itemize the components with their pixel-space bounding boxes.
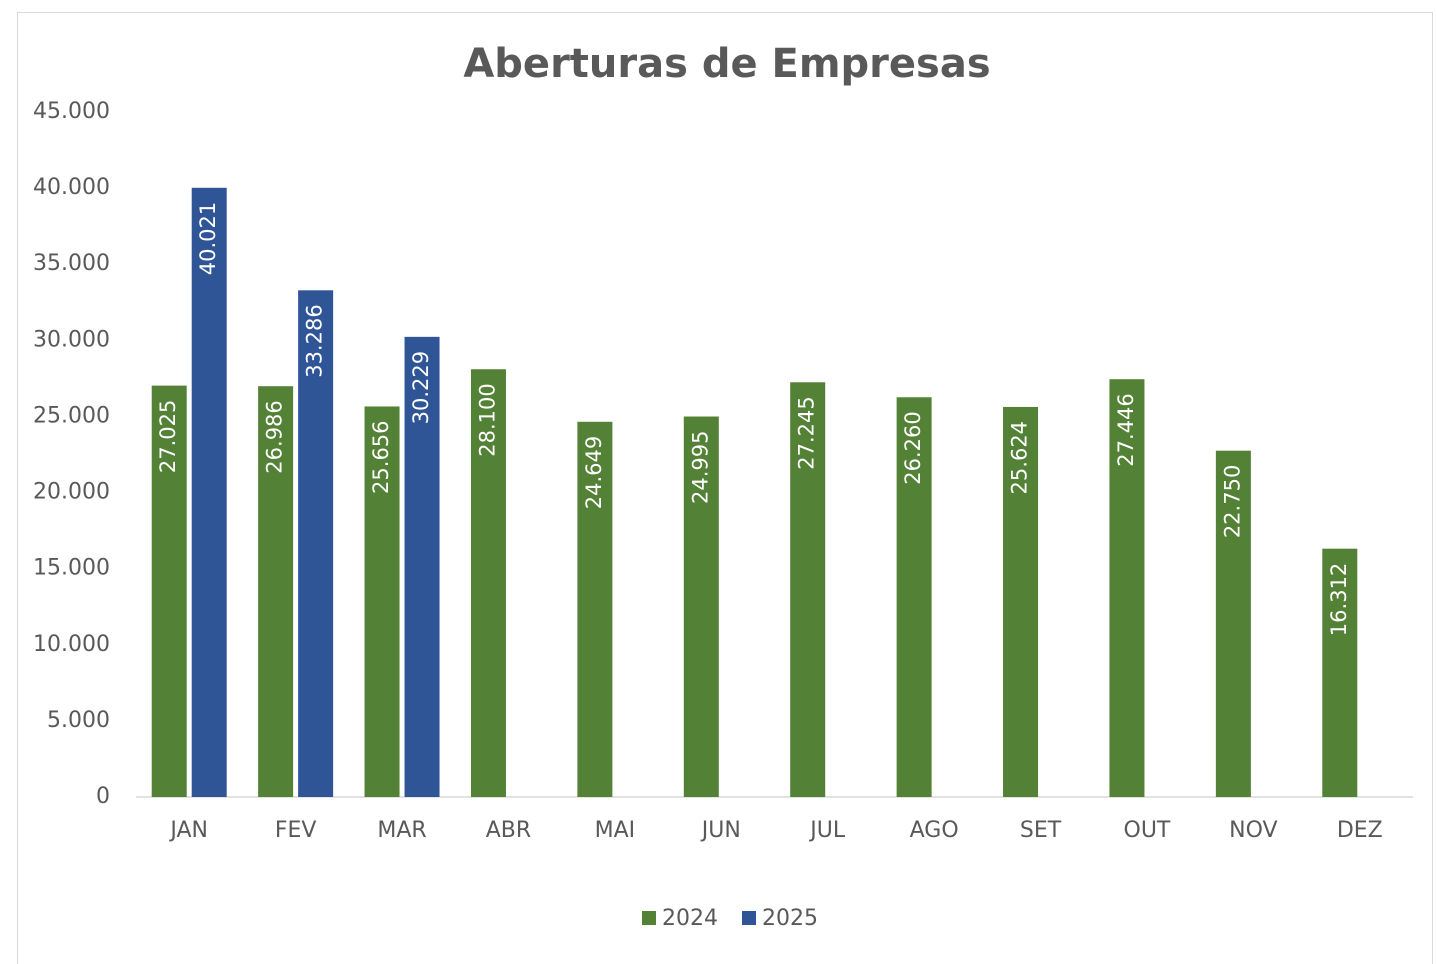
x-tick-label: MAI	[595, 818, 636, 843]
x-tick-label: SET	[1020, 818, 1062, 843]
y-tick-label: 0	[96, 784, 110, 809]
x-tick-label: DEZ	[1337, 818, 1383, 843]
value-label: 27.025	[156, 400, 180, 473]
value-label: 24.995	[688, 431, 712, 504]
legend-swatch	[642, 911, 656, 925]
y-tick-label: 45.000	[33, 99, 110, 124]
value-label: 40.021	[196, 202, 220, 275]
y-tick-label: 35.000	[33, 251, 110, 276]
bar	[1215, 450, 1251, 797]
bar	[1003, 406, 1039, 797]
bar	[364, 406, 400, 797]
x-tick-label: ABR	[486, 818, 531, 843]
y-tick-label: 15.000	[33, 556, 110, 581]
legend-label: 2024	[662, 906, 718, 931]
y-tick-label: 25.000	[33, 403, 110, 428]
value-label: 26.260	[901, 411, 925, 484]
y-tick-label: 5.000	[47, 708, 110, 733]
bar	[1322, 548, 1358, 797]
x-tick-label: JUL	[808, 818, 846, 843]
x-tick-label: FEV	[275, 818, 317, 843]
value-label: 26.986	[263, 400, 287, 473]
value-label: 27.446	[1114, 393, 1138, 466]
bar	[191, 187, 227, 797]
x-tick-label: MAR	[377, 818, 426, 843]
value-label: 16.312	[1327, 563, 1351, 636]
legend-label: 2025	[762, 906, 818, 931]
value-label: 22.750	[1220, 465, 1244, 538]
chart-frame	[17, 12, 1433, 964]
y-tick-label: 30.000	[33, 327, 110, 352]
chart-title: Aberturas de Empresas	[463, 41, 990, 87]
bar	[1109, 379, 1145, 797]
bar	[683, 416, 719, 797]
value-label: 24.649	[582, 436, 606, 509]
bar	[470, 369, 506, 797]
bar	[404, 336, 440, 797]
legend-swatch	[742, 911, 756, 925]
bar	[577, 421, 613, 797]
bar	[151, 385, 187, 797]
value-label: 28.100	[475, 383, 499, 456]
value-label: 27.245	[795, 396, 819, 469]
bar	[298, 290, 334, 797]
bar	[790, 382, 826, 797]
x-tick-label: OUT	[1124, 818, 1171, 843]
bar	[896, 397, 932, 797]
bar	[258, 386, 294, 797]
value-label: 30.229	[409, 351, 433, 424]
x-tick-label: JAN	[168, 818, 208, 843]
x-tick-label: NOV	[1229, 818, 1277, 843]
y-tick-label: 40.000	[33, 175, 110, 200]
x-tick-label: AGO	[910, 818, 959, 843]
value-label: 25.656	[369, 420, 393, 493]
y-tick-label: 10.000	[33, 632, 110, 657]
x-tick-label: JUN	[700, 818, 741, 843]
value-label: 33.286	[303, 304, 327, 377]
y-tick-label: 20.000	[33, 480, 110, 505]
value-label: 25.624	[1008, 421, 1032, 494]
